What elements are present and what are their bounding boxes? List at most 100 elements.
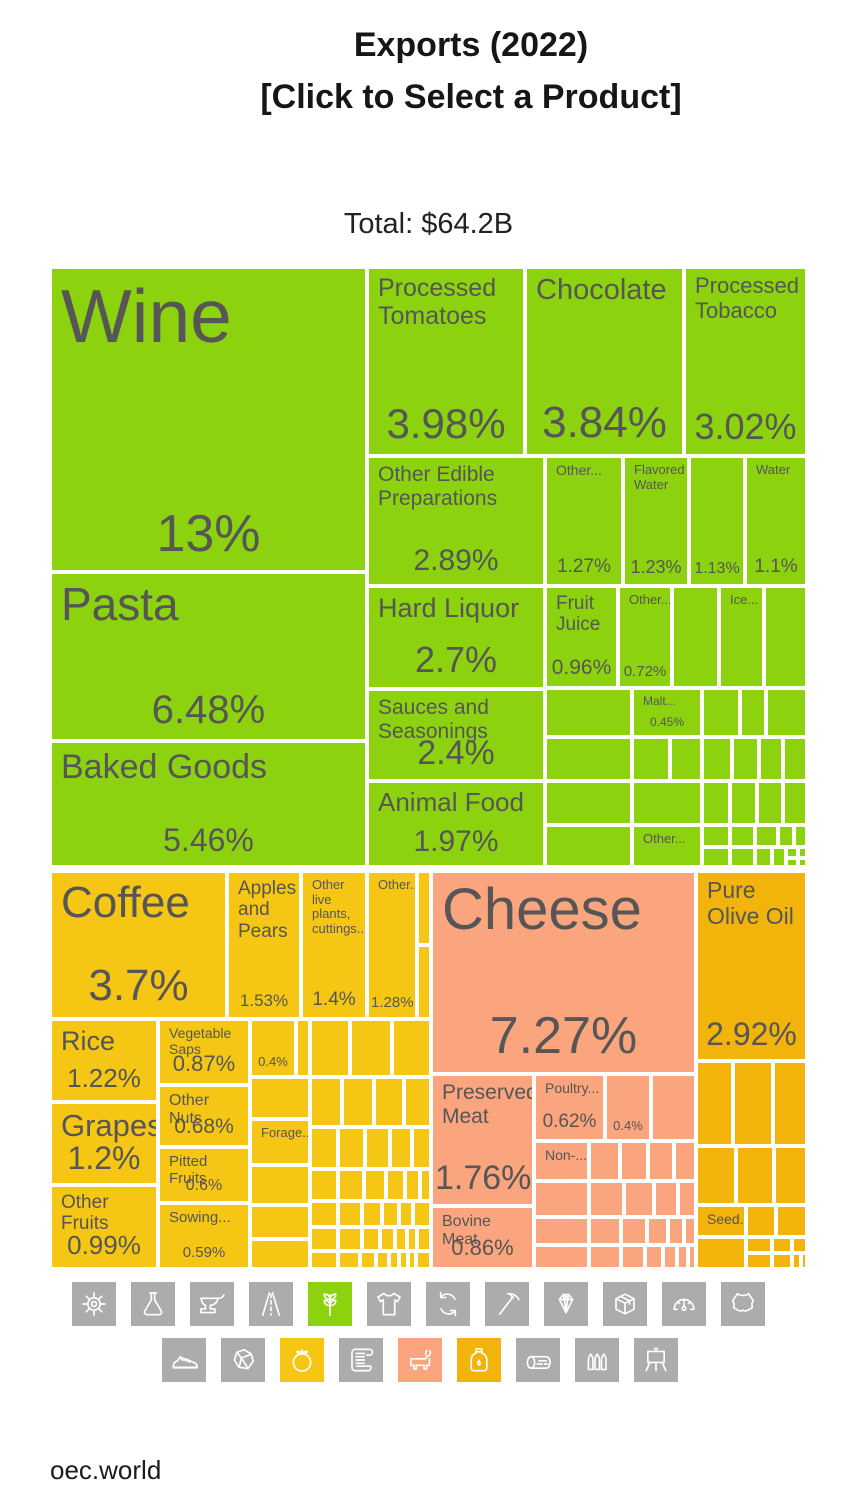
treemap-cell[interactable] xyxy=(787,859,797,866)
treemap-cell-pitted-fruits[interactable]: Pitted Fruits 0.6% xyxy=(159,1148,249,1202)
treemap-cell[interactable] xyxy=(535,1218,588,1244)
treemap-cell-preserved-meat[interactable]: Preserved Meat 1.76% xyxy=(432,1075,533,1205)
treemap-cell[interactable] xyxy=(590,1246,620,1268)
treemap-cell-apples-and-pears[interactable]: Apples and Pears 1.53% xyxy=(228,872,300,1018)
treemap-cell[interactable] xyxy=(418,1228,430,1250)
leather-icon[interactable] xyxy=(721,1282,765,1326)
treemap-cell[interactable] xyxy=(697,1062,732,1145)
treemap-cell[interactable] xyxy=(339,1252,359,1268)
treemap-cell-water[interactable]: Water 1.1% xyxy=(746,457,806,585)
treemap-cell-grapes[interactable]: Grapes 1.2% xyxy=(51,1103,157,1184)
log-icon[interactable] xyxy=(516,1338,560,1382)
treemap-cell[interactable] xyxy=(590,1142,619,1180)
treemap-cell-pure-olive-oil[interactable]: Pure Olive Oil 2.92% xyxy=(697,872,806,1060)
treemap-cell[interactable] xyxy=(703,848,729,866)
treemap-cell[interactable] xyxy=(787,848,797,857)
treemap-cell-other-nuts[interactable]: Other Nuts 0.68% xyxy=(159,1086,249,1146)
treemap-cell[interactable] xyxy=(390,1252,398,1268)
tomato-icon[interactable] xyxy=(280,1338,324,1382)
treemap-cell[interactable] xyxy=(377,1252,388,1268)
treemap-cell[interactable] xyxy=(400,1202,412,1226)
cow-icon[interactable] xyxy=(398,1338,442,1382)
treemap-cell[interactable] xyxy=(311,1020,349,1076)
treemap-cell[interactable] xyxy=(779,826,793,846)
treemap-cell[interactable] xyxy=(697,1238,745,1268)
treemap-cell[interactable] xyxy=(339,1170,363,1200)
treemap-cell[interactable] xyxy=(251,1240,309,1268)
treemap-cell[interactable] xyxy=(375,1078,403,1126)
treemap-cell[interactable]: 0.4% xyxy=(606,1075,650,1140)
treemap-cell-hard-liquor[interactable]: Hard Liquor 2.7% xyxy=(368,587,544,688)
package-icon[interactable] xyxy=(603,1282,647,1326)
anvil-icon[interactable] xyxy=(190,1282,234,1326)
treemap-cell[interactable] xyxy=(741,689,765,736)
gauge-icon[interactable] xyxy=(662,1282,706,1326)
treemap-cell[interactable] xyxy=(756,826,777,846)
treemap-cell[interactable] xyxy=(546,689,631,736)
scroll-icon[interactable] xyxy=(339,1338,383,1382)
treemap-cell[interactable] xyxy=(251,1206,309,1238)
treemap-cell-cheese[interactable]: Cheese 7.27% xyxy=(432,872,695,1073)
treemap-cell[interactable] xyxy=(622,1218,646,1244)
treemap-cell[interactable] xyxy=(774,1062,806,1145)
treemap-cell[interactable] xyxy=(251,1078,309,1118)
treemap-cell[interactable] xyxy=(311,1170,337,1200)
treemap-cell[interactable] xyxy=(339,1202,361,1226)
treemap-cell[interactable]: 1.13% xyxy=(690,457,744,585)
treemap-cell[interactable] xyxy=(703,782,729,824)
treemap-cell[interactable] xyxy=(685,1218,695,1244)
treemap-cell[interactable] xyxy=(731,826,754,846)
treemap-cell[interactable] xyxy=(365,1170,385,1200)
treemap-cell[interactable] xyxy=(767,689,806,736)
treemap-cell[interactable] xyxy=(703,826,729,846)
treemap-cell-bovine-meat[interactable]: Bovine Meat 0.86% xyxy=(432,1207,533,1268)
treemap-cell[interactable] xyxy=(731,848,754,866)
treemap-cell[interactable] xyxy=(393,1020,430,1076)
treemap-cell[interactable] xyxy=(590,1218,620,1244)
treemap-cell[interactable] xyxy=(747,1206,775,1236)
treemap-cell[interactable] xyxy=(311,1228,337,1250)
treemap-cell-malt[interactable]: Malt... 0.45% xyxy=(633,689,701,736)
treemap-cell[interactable] xyxy=(649,1142,673,1180)
bullets-icon[interactable] xyxy=(575,1338,619,1382)
treemap-cell[interactable] xyxy=(733,738,758,780)
road-icon[interactable] xyxy=(249,1282,293,1326)
treemap-cell[interactable] xyxy=(679,1182,695,1216)
treemap-cell-chocolate[interactable]: Chocolate 3.84% xyxy=(526,268,683,455)
treemap-cell-other[interactable]: Other... 1.28% xyxy=(368,872,416,1018)
treemap-cell[interactable] xyxy=(689,1246,695,1268)
tshirt-icon[interactable] xyxy=(367,1282,411,1326)
treemap-cell-processed-tobacco[interactable]: Processed Tobacco 3.02% xyxy=(685,268,806,455)
treemap-cell[interactable] xyxy=(409,1252,415,1268)
treemap-cell[interactable] xyxy=(405,1078,430,1126)
treemap-cell[interactable] xyxy=(343,1078,373,1126)
treemap-cell[interactable] xyxy=(652,1075,695,1140)
treemap-cell-sauces-and-seasonings[interactable]: Sauces and Seasonings 2.4% xyxy=(368,690,544,780)
treemap-cell-other[interactable]: Other... 0.72% xyxy=(619,587,671,687)
treemap-cell[interactable] xyxy=(734,1062,772,1145)
treemap-cell[interactable] xyxy=(678,1246,687,1268)
treemap-cell[interactable] xyxy=(546,738,631,780)
treemap-cell[interactable] xyxy=(251,1166,309,1204)
wheat-icon[interactable] xyxy=(308,1282,352,1326)
treemap-cell[interactable] xyxy=(697,1147,735,1204)
treemap-cell[interactable] xyxy=(758,782,782,824)
treemap-cell[interactable] xyxy=(756,848,771,866)
treemap-cell[interactable] xyxy=(351,1020,391,1076)
treemap-cell[interactable] xyxy=(339,1228,361,1250)
treemap-cell[interactable] xyxy=(793,1254,800,1268)
treemap-cell[interactable]: 0.4% xyxy=(251,1020,295,1076)
treemap-cell[interactable] xyxy=(535,1182,588,1216)
treemap-cell-processed-tomatoes[interactable]: Processed Tomatoes 3.98% xyxy=(368,268,524,455)
treemap-cell[interactable] xyxy=(737,1147,773,1204)
treemap-cell[interactable] xyxy=(363,1202,381,1226)
treemap-cell-other-fruits[interactable]: Other Fruits 0.99% xyxy=(51,1186,157,1268)
treemap-cell[interactable] xyxy=(363,1228,379,1250)
treemap-cell[interactable] xyxy=(747,1238,771,1252)
treemap-cell[interactable] xyxy=(413,1128,430,1168)
treemap-cell[interactable] xyxy=(383,1202,398,1226)
treemap-cell[interactable] xyxy=(361,1252,375,1268)
treemap-cell[interactable] xyxy=(784,782,806,824)
sneaker-icon[interactable] xyxy=(162,1338,206,1382)
pickaxe-icon[interactable] xyxy=(485,1282,529,1326)
